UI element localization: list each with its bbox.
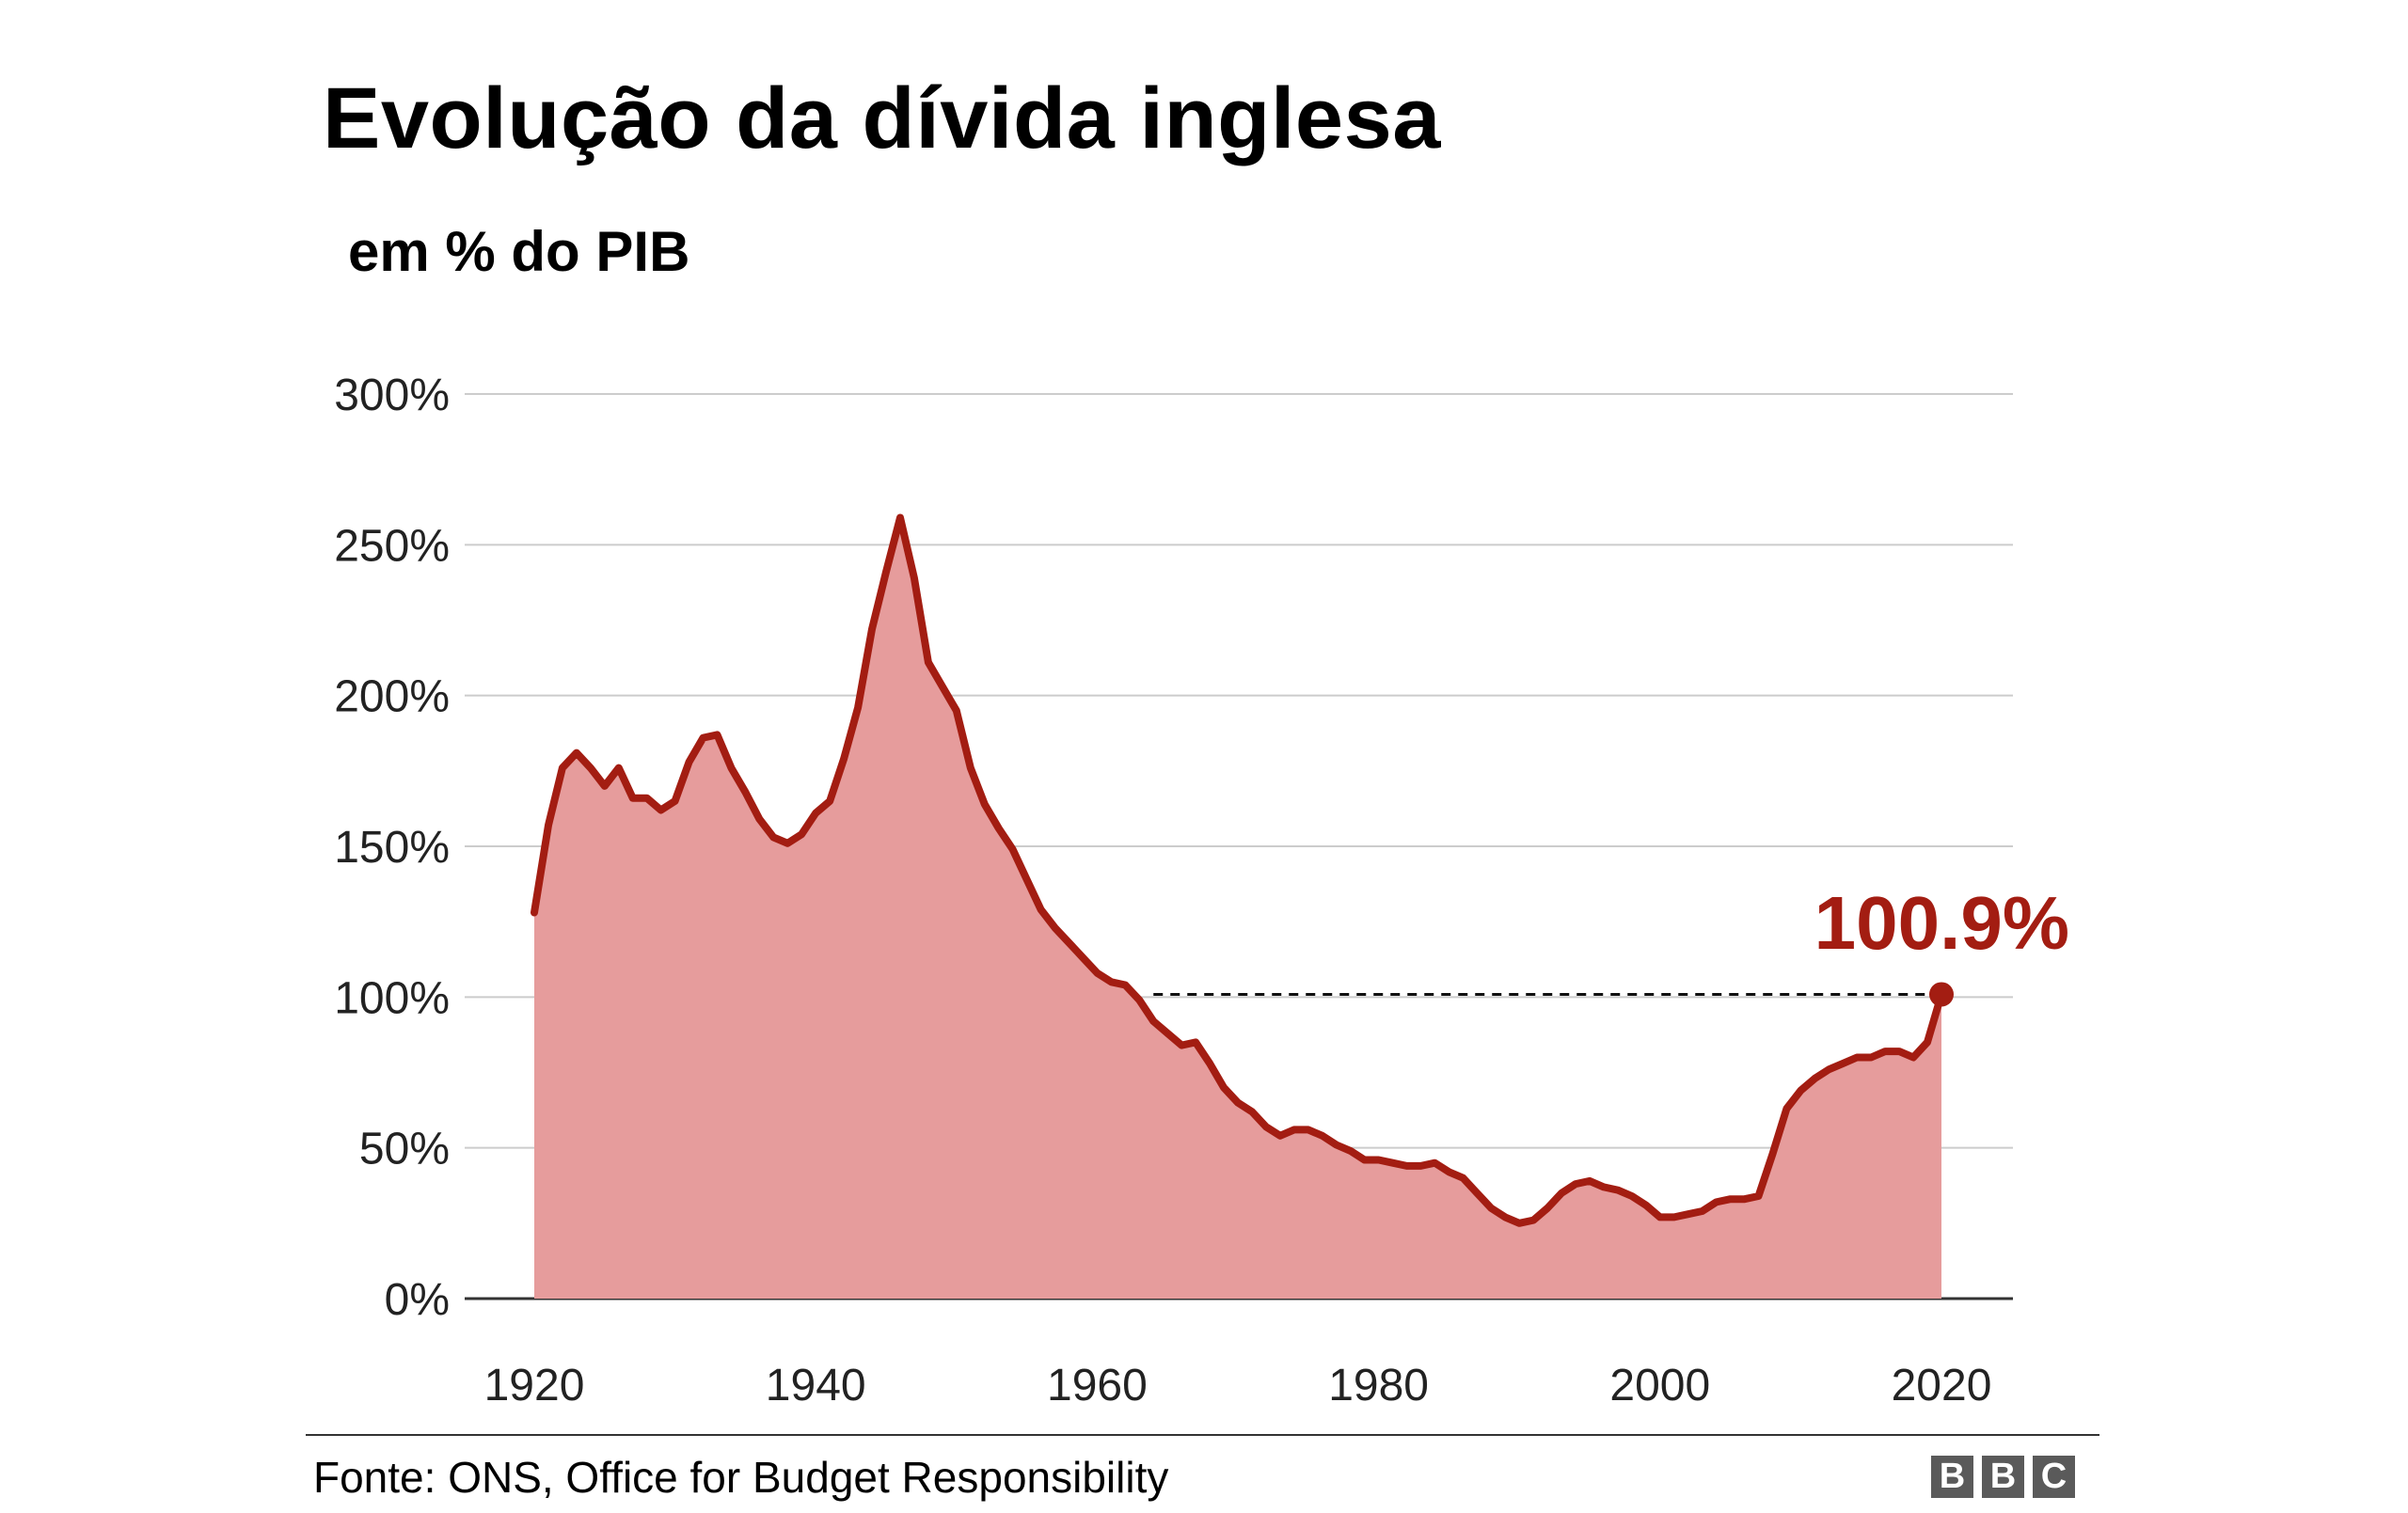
line-layer: [531, 513, 1945, 1227]
x-tick-label: 2000: [1609, 1361, 1710, 1411]
area-layer: [534, 517, 1941, 1299]
bbc-logo-letter: C: [2033, 1456, 2075, 1498]
chart-subtitle: em % do PIB: [348, 220, 690, 283]
x-tick-label: 1980: [1328, 1361, 1429, 1411]
x-tick-label: 1940: [766, 1361, 866, 1411]
y-tick-label: 100%: [334, 973, 450, 1023]
y-tick-label: 0%: [385, 1275, 450, 1325]
y-axis-ticks: 0% 50% 100% 150% 200% 250% 300%: [334, 370, 450, 1325]
debt-series-line: [531, 513, 1945, 1227]
x-tick-label: 1920: [484, 1361, 585, 1411]
bbc-logo-letter: B: [1931, 1456, 1973, 1498]
endpoint-value-label: 100.9%: [1814, 881, 2069, 965]
source-note: Fonte: ONS, Office for Budget Responsibi…: [313, 1453, 1169, 1502]
x-tick-label: 1960: [1047, 1361, 1148, 1411]
y-tick-label: 50%: [359, 1125, 450, 1174]
endpoint-marker: [1929, 982, 1954, 1007]
x-tick-label: 2020: [1892, 1361, 1992, 1411]
debt-area-fill: [534, 517, 1941, 1299]
y-tick-label: 200%: [334, 672, 450, 722]
annotation-layer: 100.9%: [1814, 881, 2069, 1007]
y-tick-label: 300%: [334, 370, 450, 420]
y-tick-label: 150%: [334, 823, 450, 873]
bbc-logo: B B C: [1931, 1456, 2075, 1498]
y-tick-label: 250%: [334, 521, 450, 571]
chart-title: Evolução da dívida inglesa: [323, 71, 1441, 166]
bbc-logo-letter: B: [1982, 1456, 2024, 1498]
x-axis-ticks: 1920 1940 1960 1980 2000 2020: [484, 1361, 1992, 1411]
